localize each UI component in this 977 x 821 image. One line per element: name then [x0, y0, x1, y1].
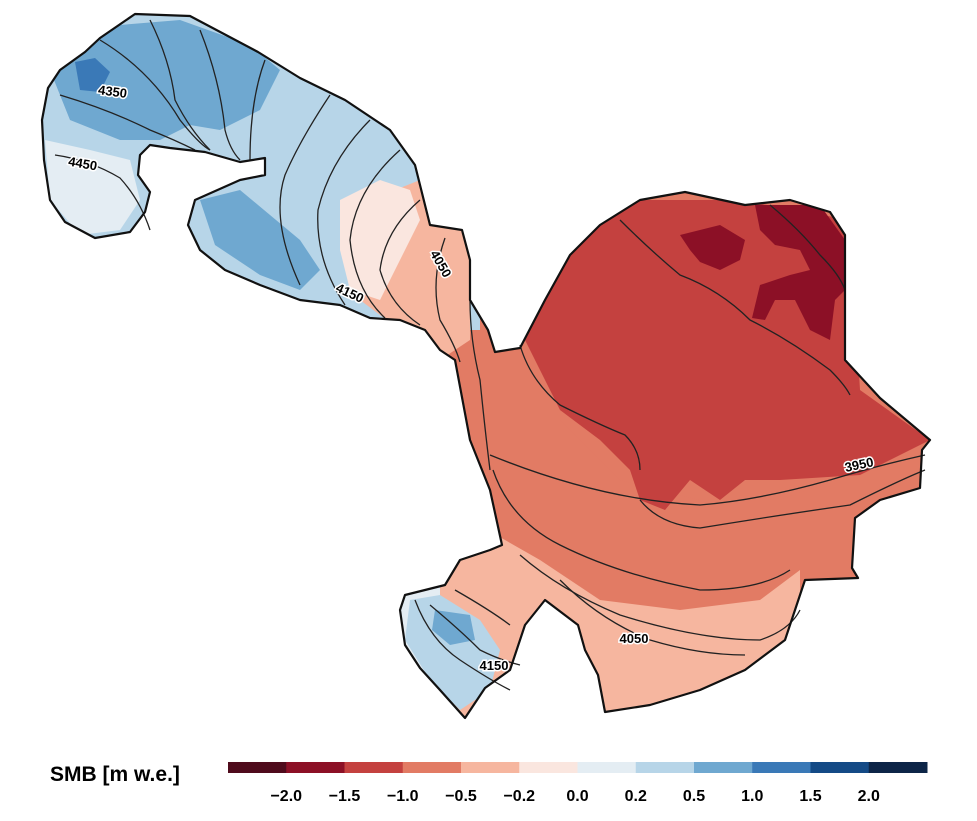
- zone-east-extreme-loss-patch: [680, 225, 745, 270]
- contour-line: [489, 454, 926, 506]
- zone-nw-moderate-gain: [200, 190, 320, 290]
- contour-line: [279, 94, 331, 286]
- contour-line: [199, 29, 241, 161]
- contour-line: [249, 59, 266, 161]
- zone-nw-near-zero: [45, 140, 140, 235]
- contour-line: [414, 599, 511, 691]
- contour-line: [639, 469, 926, 529]
- contour-line: [317, 119, 371, 306]
- contour-label: 4350: [97, 82, 128, 101]
- legend-swatch: [635, 762, 695, 773]
- contour-line: [559, 579, 746, 656]
- elevation-contours: [54, 19, 926, 691]
- contour-line: [435, 237, 461, 363]
- contour-line: [492, 469, 791, 591]
- legend-tick-labels: −2.0 −1.5 −1.0 −0.5 −0.2 0.0 0.2 0.5 1.0 1.5 2.0: [270, 788, 880, 805]
- legend-swatch: [868, 762, 928, 773]
- contour-line: [349, 149, 401, 319]
- contour-line: [454, 589, 511, 626]
- legend-tick-label: −2.0: [270, 788, 302, 805]
- legend-swatch: [286, 762, 345, 773]
- glacier-smb-field: [42, 14, 930, 718]
- contour-label: 4150: [480, 658, 509, 673]
- legend-tick-label: −1.0: [387, 788, 419, 805]
- legend-swatch: [810, 762, 870, 773]
- legend-tick-label: 2.0: [858, 788, 880, 805]
- legend-swatch: [228, 762, 287, 773]
- zone-nw-peak-gain: [75, 58, 110, 92]
- legend-tick-label: −0.5: [445, 788, 477, 805]
- legend-tick-label: 0.2: [625, 788, 647, 805]
- contour-line: [429, 604, 521, 666]
- legend-swatch: [694, 762, 753, 773]
- legend-tick-label: −1.5: [329, 788, 361, 805]
- legend-tick-label: 0.5: [683, 788, 705, 805]
- smb-legend: SMB [m w.e.] −2.0 −1.5 −1.0 −0.5 −0.2 0.0 0.2 0…: [50, 762, 928, 805]
- legend-swatch: [461, 762, 520, 773]
- contour-line: [54, 154, 151, 231]
- contour-line: [619, 219, 851, 396]
- glacier-outline: [40, 12, 932, 720]
- contour-line: [519, 554, 801, 641]
- contour-line: [769, 204, 846, 291]
- contour-label: 4450: [67, 154, 98, 174]
- legend-tick-label: −0.2: [503, 788, 535, 805]
- zone-sw-moderate-gain: [432, 610, 475, 645]
- legend-tick-label: 0.0: [566, 788, 588, 805]
- legend-tick-label: 1.0: [741, 788, 763, 805]
- contour-label: 4050: [620, 631, 649, 646]
- legend-title: SMB [m w.e.]: [50, 763, 180, 786]
- legend-color-bar: [228, 762, 928, 773]
- legend-swatch: [519, 762, 578, 773]
- legend-tick-label: 1.5: [799, 788, 821, 805]
- contour-line: [379, 199, 421, 326]
- contour-line: [519, 344, 641, 471]
- zone-nw-slight-loss: [340, 180, 420, 300]
- contour-line: [99, 39, 211, 151]
- legend-swatch: [752, 762, 811, 773]
- zone-sw-slight-gain: [405, 595, 500, 710]
- zone-east-extreme-loss: [752, 205, 845, 340]
- legend-swatch: [577, 762, 637, 773]
- legend-swatch: [344, 762, 404, 773]
- legend-swatch: [402, 762, 462, 773]
- contour-line: [149, 19, 211, 151]
- contour-line: [59, 94, 196, 151]
- contour-line: [469, 299, 491, 471]
